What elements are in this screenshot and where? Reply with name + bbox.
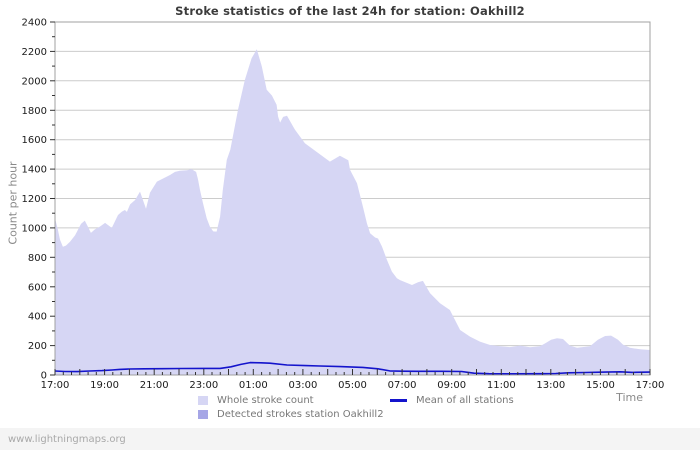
- whole-stroke-count-swatch: [198, 395, 208, 405]
- y-tick-label: 1400: [22, 165, 47, 176]
- x-tick-label: 09:00: [437, 380, 466, 391]
- y-tick-label: 600: [28, 282, 47, 293]
- y-tick-label: 2400: [22, 18, 47, 29]
- legend-item-mean-of-all-stations: Mean of all stations: [390, 394, 514, 406]
- x-tick-label: 23:00: [189, 380, 218, 391]
- y-axis: 0 200 400 600 800 1000 1200 1400 1600 1800 2000 220…: [22, 18, 55, 382]
- y-tick-label: 1600: [22, 135, 47, 146]
- y-tick-label: 1000: [22, 223, 47, 234]
- detected-strokes-label: Detected strokes station Oakhill2: [217, 408, 384, 420]
- x-tick-label: 01:00: [239, 380, 268, 391]
- x-tick-label: 19:00: [90, 380, 119, 391]
- x-tick-label: 17:00: [636, 380, 665, 391]
- x-axis: 17:00 19:00 21:00 23:00 01:00 03:00 05:00 07:00…: [41, 369, 665, 391]
- legend-item-whole-stroke-count: Whole stroke count: [198, 394, 314, 406]
- x-tick-label: 15:00: [586, 380, 615, 391]
- y-tick-label: 2000: [22, 76, 47, 87]
- mean-line-swatch: [390, 398, 407, 402]
- whole-stroke-area: [55, 49, 650, 375]
- x-axis-title: Time: [616, 391, 643, 404]
- mean-line: [54, 361, 651, 375]
- y-tick-label: 1800: [22, 106, 47, 117]
- mean-of-all-stations-label: Mean of all stations: [416, 394, 514, 406]
- legend-item-detected-strokes: Detected strokes station Oakhill2: [198, 408, 384, 420]
- detected-strokes-swatch: [198, 409, 208, 419]
- x-tick-label: 07:00: [388, 380, 417, 391]
- x-tick-label: 03:00: [288, 380, 317, 391]
- y-tick-label: 2200: [22, 47, 47, 58]
- x-tick-label: 11:00: [487, 380, 516, 391]
- x-tick-label: 21:00: [140, 380, 169, 391]
- y-tick-label: 800: [28, 253, 47, 264]
- stroke-statistics-chart: 0 200 400 600 800 1000 1200 1400 1600 1800 2000 220…: [22, 18, 665, 392]
- y-tick-label: 200: [28, 341, 47, 352]
- y-tick-label: 1200: [22, 194, 47, 205]
- x-tick-label: 13:00: [536, 380, 565, 391]
- x-tick-label: 17:00: [41, 380, 70, 391]
- y-tick-label: 0: [41, 371, 47, 382]
- whole-stroke-count-label: Whole stroke count: [217, 394, 314, 406]
- chart-title: Stroke statistics of the last 24h for st…: [175, 4, 525, 18]
- y-tick-label: 400: [28, 312, 47, 323]
- series: [54, 49, 651, 375]
- x-tick-label: 05:00: [338, 380, 367, 391]
- watermark: www.lightningmaps.org: [8, 433, 126, 445]
- footer-bar: www.lightningmaps.org: [0, 428, 700, 450]
